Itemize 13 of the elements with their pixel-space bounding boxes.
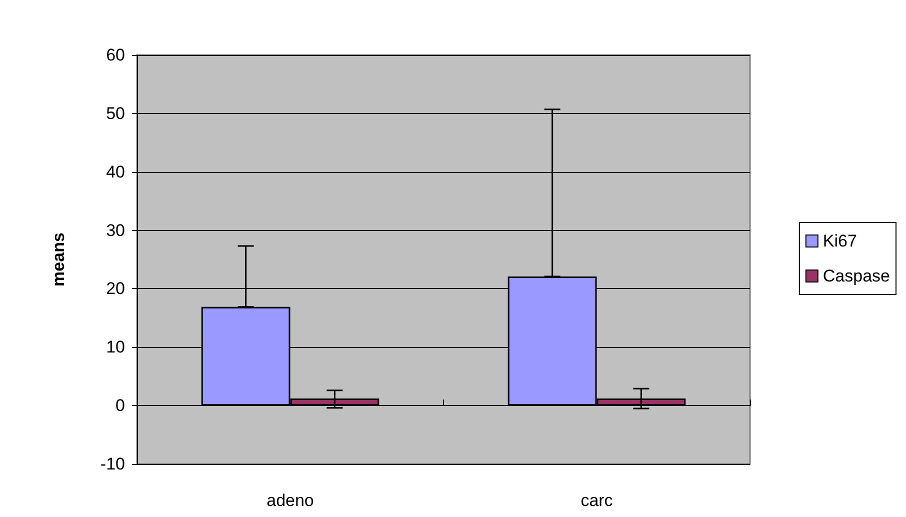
legend-label: Caspase <box>822 266 890 286</box>
y-tick-label: 50 <box>106 104 125 123</box>
y-tick-label: -10 <box>100 454 125 474</box>
legend-label: Ki67 <box>822 232 857 250</box>
y-tick-label: 30 <box>106 220 125 240</box>
y-tick-label: 60 <box>106 46 125 64</box>
y-tick-label: 0 <box>116 396 125 416</box>
x-tick-label: adeno <box>266 491 314 510</box>
y-axis-title: means <box>49 232 68 286</box>
y-tick-label: 10 <box>106 338 125 357</box>
x-tick-label: carc <box>580 491 614 510</box>
y-tick-label: 20 <box>106 279 125 298</box>
y-tick-label: 40 <box>106 162 125 182</box>
